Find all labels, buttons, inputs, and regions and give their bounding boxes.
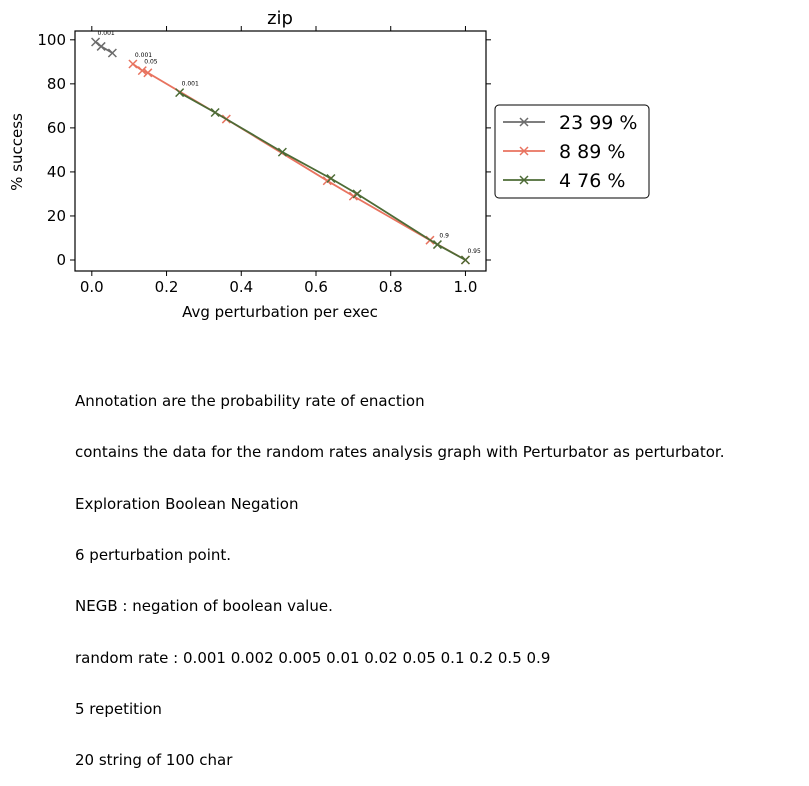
legend-label: 23 99 %	[559, 112, 638, 134]
caption-line: Annotation are the probability rate of e…	[75, 392, 425, 411]
y-tick-label: 0	[56, 251, 66, 269]
annotation-label: 0.001	[135, 52, 152, 59]
annotation-label: 0.05	[144, 59, 158, 66]
data-point	[143, 68, 153, 78]
legend-marker	[519, 146, 529, 156]
x-tick-label: 0.0	[80, 278, 104, 296]
data-point	[175, 88, 185, 98]
legend-label: 4 76 %	[559, 170, 625, 192]
legend-label: 8 89 %	[559, 141, 625, 163]
legend-item: 23 99 %	[503, 112, 638, 134]
x-tick-label: 0.4	[229, 278, 253, 296]
caption: Annotation are the probability rate of e…	[75, 359, 725, 786]
y-tick-label: 60	[47, 119, 66, 137]
data-point	[96, 41, 106, 51]
y-tick-label: 20	[47, 207, 66, 225]
data-point	[432, 240, 442, 250]
caption-line: 5 repetition	[75, 699, 162, 718]
data-point	[91, 37, 101, 47]
x-tick-label: 0.2	[155, 278, 179, 296]
data-point	[128, 59, 138, 69]
axes: 0.0 0.2 0.4 0.6 0.8 1.0 0 20 40 60 80 100	[37, 26, 491, 296]
caption-line: random rate : 0.001 0.002 0.005 0.01 0.0…	[75, 648, 551, 667]
plot-frame	[74, 30, 487, 272]
x-axis-label: Avg perturbation per exec	[182, 303, 378, 321]
y-tick-label: 40	[47, 163, 66, 181]
data-point	[352, 189, 362, 199]
x-tick-label: 1.0	[454, 278, 478, 296]
data-point	[137, 66, 147, 76]
data-point	[277, 147, 287, 157]
y-axis-label: % success	[8, 113, 26, 191]
annotation-label: 0.001	[98, 30, 115, 37]
caption-line: contains the data for the random rates a…	[75, 443, 725, 462]
y-tick-label: 100	[37, 31, 66, 49]
data-point	[210, 107, 220, 117]
data-point	[107, 48, 117, 58]
series-line	[179, 91, 466, 261]
legend-item: 4 76 %	[503, 170, 625, 192]
y-tick-label: 80	[47, 75, 66, 93]
legend-frame	[494, 104, 650, 199]
data-point	[460, 255, 470, 265]
data-point	[326, 173, 336, 184]
x-tick-label: 0.8	[379, 278, 403, 296]
legend: 23 99 % 8 89 % 4 76 %	[494, 104, 650, 199]
caption-line: NEGB : negation of boolean value.	[75, 597, 333, 616]
x-tick-label: 0.6	[304, 278, 328, 296]
legend-marker	[519, 175, 529, 185]
caption-line: Exploration Boolean Negation	[75, 494, 299, 513]
annotation-label: 0.9	[439, 233, 449, 240]
annotation-label: 0.001	[182, 81, 199, 88]
chart-title: zip	[267, 8, 293, 29]
legend-item: 8 89 %	[503, 141, 625, 163]
legend-marker	[519, 117, 529, 127]
caption-line: 6 perturbation point.	[75, 546, 232, 565]
annotation-label: 0.95	[467, 248, 481, 255]
caption-line: 20 string of 100 char	[75, 751, 233, 770]
